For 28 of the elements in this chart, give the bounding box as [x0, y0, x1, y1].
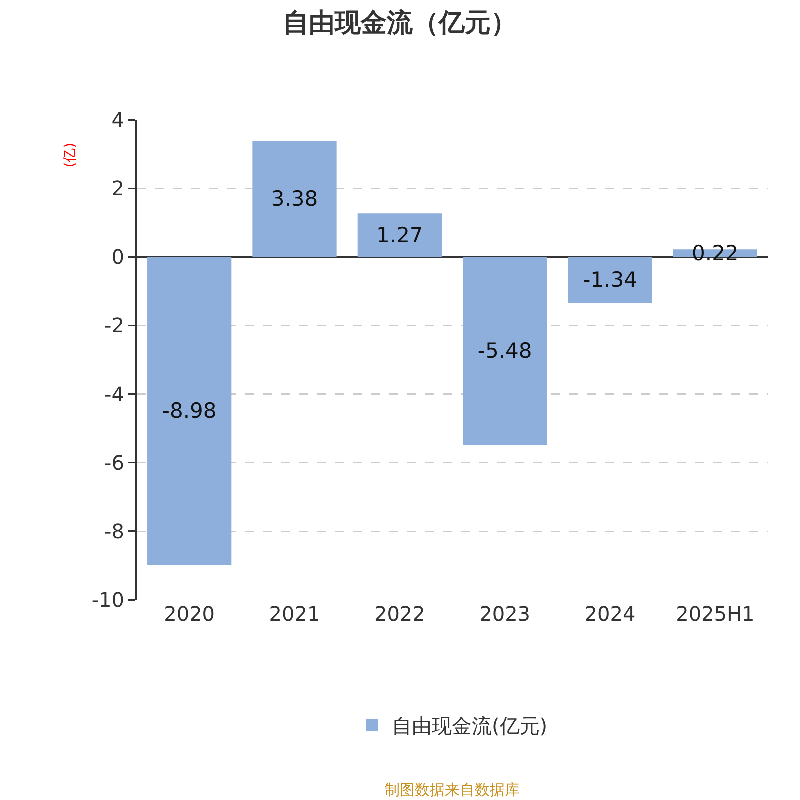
bar — [358, 214, 442, 258]
y-tick-label: 2 — [112, 176, 124, 201]
y-tick-label: 4 — [112, 108, 124, 132]
bar — [252, 141, 337, 258]
x-tick-label: 2021 — [269, 602, 320, 626]
chart-title: 自由现金流（亿元） — [283, 8, 517, 38]
y-tick-label: -4 — [104, 382, 124, 406]
legend-label: 自由现金流(亿元) — [392, 714, 548, 738]
y-tick-label: -6 — [104, 450, 124, 475]
y-tick-label: 0 — [112, 245, 124, 270]
x-tick-label: 2025H1 — [676, 602, 755, 626]
x-tick-label: 2024 — [584, 602, 636, 626]
data-label: 1.27 — [376, 223, 424, 248]
data-label: -5.48 — [478, 339, 532, 364]
x-tick-label: 2020 — [164, 602, 216, 626]
bar — [148, 257, 232, 566]
bar — [463, 257, 548, 446]
data-label: -8.98 — [162, 399, 217, 424]
y-axis-title: (亿) — [62, 142, 79, 168]
data-label: -1.34 — [583, 268, 638, 292]
data-label: 3.38 — [271, 187, 318, 212]
y-tick-label: -2 — [104, 314, 124, 338]
y-tick-label: -10 — [92, 588, 124, 612]
x-tick-label: 2022 — [374, 602, 426, 626]
text: 制图数据来自数据库 — [385, 781, 520, 799]
x-tick-label: 2023 — [480, 602, 531, 626]
bar — [568, 257, 652, 304]
y-tick-label: -8 — [104, 519, 124, 544]
